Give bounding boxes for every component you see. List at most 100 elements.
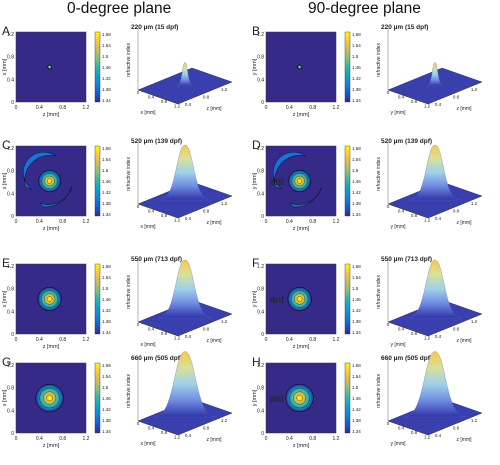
outer-ring-shape: [23, 151, 56, 190]
surface-left-axis-label: y [mm]: [391, 342, 407, 348]
surface-axis: [137, 321, 179, 337]
surface-axis: [177, 81, 233, 105]
map-v-tick: 0.8: [257, 55, 264, 61]
refractive-index-surface: [176, 62, 194, 87]
surface-right-tick: 1.2: [471, 87, 478, 92]
surface-z-axis-label: refractive index: [376, 374, 382, 408]
outer-ring-shape: [289, 186, 322, 208]
surface-right-tick: 1.2: [221, 87, 228, 92]
contour-line: [40, 290, 59, 308]
refractive-index-map: [15, 263, 87, 335]
lens-blob: [287, 286, 312, 312]
map-h-tick: 1.2: [333, 436, 340, 442]
surface-right-axis-label: z [mm]: [457, 106, 473, 112]
map-v-axis-label: y [mm]: [252, 290, 258, 307]
colorbar-tick: 1.58: [352, 264, 361, 269]
surface-right-tick: 0.4: [435, 216, 442, 221]
map-v-axis-label: x [mm]: [2, 389, 8, 406]
surface-right-axis-label: z [mm]: [207, 106, 223, 112]
surface-right-tick: 0.4: [185, 334, 192, 339]
colorbar-tick: 1.58: [102, 32, 111, 37]
surface-z-axis-label: refractive index: [376, 275, 382, 309]
surface-left-tick: 0: [387, 90, 390, 95]
surface-z-axis-label: refractive index: [126, 374, 132, 408]
surface-axis: [427, 412, 483, 436]
colorbar-tick: 1.54: [102, 275, 111, 280]
map-v-axis-label: y [mm]: [252, 172, 258, 189]
surface-left-tick: 0.4: [148, 209, 155, 214]
map-v-tick: 0.4: [7, 191, 14, 197]
colorbar-tick: 1.46: [102, 396, 111, 401]
column-title-0-degree: 0-degree plane: [67, 0, 172, 17]
map-v-tick: 0.8: [257, 287, 264, 293]
colorbar-tick: 1.58: [102, 363, 111, 368]
colorbar-tick: 1.42: [102, 407, 111, 412]
panel-title: 220 µm (15 dpf): [131, 24, 178, 31]
map-h-tick: 0.8: [59, 436, 66, 442]
surface-left-axis-label: x [mm]: [141, 224, 157, 230]
map-h-tick: 0: [265, 436, 268, 442]
map-h-tick: 0.4: [36, 105, 43, 111]
surface-left-axis-label: y [mm]: [391, 441, 407, 447]
surface-left-tick: 0.4: [398, 327, 405, 332]
surface-left-tick: 0.8: [411, 430, 418, 435]
map-h-tick: 0.4: [286, 219, 293, 225]
surface-left-tick: 0.8: [161, 213, 168, 218]
map-h-tick: 0: [265, 337, 268, 343]
map-h-tick: 0.8: [309, 105, 316, 111]
map-h-tick: 0.4: [286, 436, 293, 442]
panel-title: 550 µm (713 dpf): [381, 256, 432, 263]
panel-letter: D: [252, 138, 261, 152]
contour-line: [296, 296, 303, 302]
surface-right-tick: 0.8: [203, 209, 210, 214]
surface-z-axis-label: refractive index: [376, 43, 382, 77]
map-v-tick: 1.2: [257, 32, 264, 38]
surface-right-tick: 0.4: [185, 102, 192, 107]
surface-left-tick: 1.2: [424, 336, 431, 341]
surface-right-tick: 0.4: [435, 102, 442, 107]
colorbar-tick: 1.54: [102, 157, 111, 162]
surface-axis: [387, 321, 429, 337]
surface-left-tick: 0.8: [411, 213, 418, 218]
map-h-tick: 1.2: [83, 105, 90, 111]
surface-axis: [387, 89, 429, 105]
surface-right-tick: 1.2: [221, 319, 228, 324]
colorbar-tick: 1.46: [352, 396, 361, 401]
colorbar-tick: 1.5: [352, 168, 359, 173]
map-v-tick: 1.2: [257, 264, 264, 270]
map-v-tick: 0.4: [7, 77, 14, 83]
surface-left-tick: 0.4: [398, 426, 405, 431]
contour-line: [39, 387, 60, 409]
surface-right-tick: 1.2: [221, 418, 228, 423]
colorbar-tick: 1.54: [352, 43, 361, 48]
colorbar-tick: 1.34: [102, 429, 111, 434]
colorbar-tick: 1.34: [352, 98, 361, 103]
map-v-tick: 0.8: [257, 169, 264, 175]
colorbar-tick: 1.42: [352, 407, 361, 412]
map-h-tick: 0.8: [309, 337, 316, 343]
panel-title: 520 µm (139 dpf): [381, 138, 432, 145]
surface-right-tick: 1.2: [471, 319, 478, 324]
surface-left-tick: 0.8: [161, 430, 168, 435]
map-h-tick: 0: [15, 337, 18, 343]
colorbar-tick: 1.58: [352, 363, 361, 368]
refractive-index-surface: [158, 259, 212, 319]
colorbar-tick: 1.46: [102, 297, 111, 302]
surface-right-axis-label: z [mm]: [457, 437, 473, 443]
surface-axis: [137, 420, 179, 436]
colorbar-tick: 1.42: [102, 308, 111, 313]
refractive-index-surface: [410, 144, 460, 201]
colorbar-tick: 1.54: [102, 43, 111, 48]
surface-left-tick: 0.8: [161, 331, 168, 336]
surface-left-axis-label: y [mm]: [391, 110, 407, 116]
annotation-ant: ant: [270, 295, 284, 306]
colorbar: [94, 145, 101, 217]
surface-right-tick: 0.4: [185, 433, 192, 438]
contour-line: [297, 65, 302, 69]
map-v-tick: 0: [261, 332, 264, 338]
surface-right-tick: 0.8: [453, 426, 460, 431]
contour-line: [293, 293, 306, 305]
contour-line: [290, 290, 309, 308]
